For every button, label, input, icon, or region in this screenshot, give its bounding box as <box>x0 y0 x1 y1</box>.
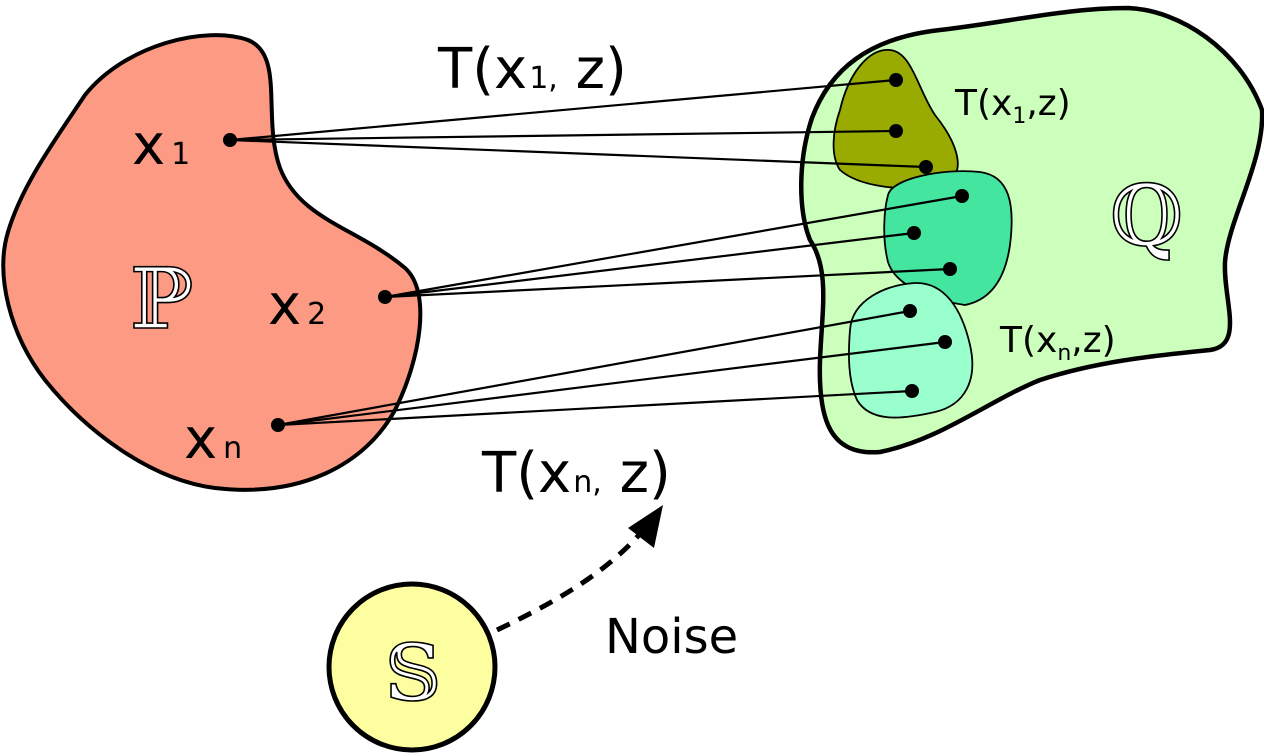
symbol-p: ℙ <box>130 250 193 348</box>
mapping-line <box>384 267 951 299</box>
region-label-x1: T(x1,z) <box>954 83 1071 129</box>
symbol-s: 𝕊 <box>385 629 441 719</box>
source-point-xn <box>271 418 285 432</box>
mapping-lines <box>229 78 963 427</box>
target-point <box>889 124 903 138</box>
noise-label: Noise <box>605 609 738 665</box>
source-point-x1 <box>223 133 237 147</box>
mapping-line <box>277 389 913 427</box>
target-point <box>903 304 917 318</box>
region-label-xn: T(xn,z) <box>999 320 1116 366</box>
target-point <box>907 226 921 240</box>
mapping-label-top: T(x1, z) <box>437 37 627 102</box>
mapping-line <box>384 231 915 299</box>
target-point <box>955 189 969 203</box>
target-point <box>919 160 933 174</box>
mapping-line <box>384 194 963 299</box>
mapping-endpoints <box>223 73 969 432</box>
noise-arrowhead <box>628 505 663 548</box>
target-point <box>905 384 919 398</box>
target-point <box>889 73 903 87</box>
region-t-x1 <box>832 49 959 190</box>
mapping-line <box>277 340 946 427</box>
mapping-line <box>229 138 927 169</box>
symbol-q: ℚ <box>1110 167 1183 265</box>
mapping-line <box>277 309 911 427</box>
noise-source-s <box>326 581 498 753</box>
mapping-line <box>229 78 897 142</box>
mapping-line <box>229 129 897 142</box>
target-point <box>938 335 952 349</box>
noise-arrow <box>495 526 647 633</box>
target-point <box>943 262 957 276</box>
mapping-label-bottom: T(xn, z) <box>481 441 671 506</box>
source-point-x2 <box>378 290 392 304</box>
